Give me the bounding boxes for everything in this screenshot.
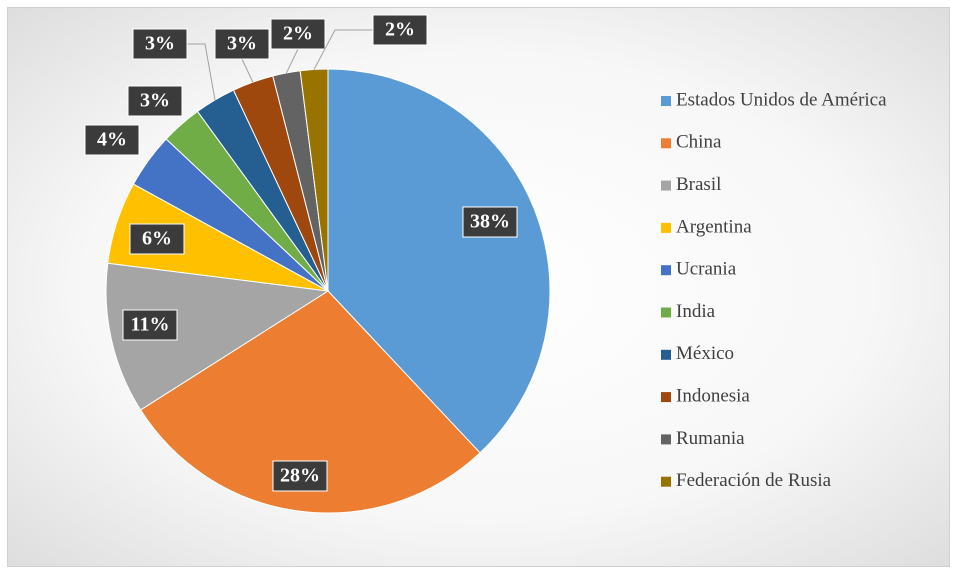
- label-box: [270, 18, 326, 50]
- data-label: 3%: [227, 33, 257, 55]
- legend-swatch: [661, 349, 671, 360]
- legend-swatch: [661, 180, 671, 191]
- legend-swatch: [661, 96, 671, 106]
- label-box: [272, 460, 328, 492]
- data-label: 38%: [470, 211, 510, 233]
- legend-swatch: [661, 434, 671, 445]
- legend-swatch: [661, 307, 671, 318]
- leader-line: [313, 29, 373, 70]
- data-label: 2%: [283, 23, 313, 45]
- label-box: [372, 14, 428, 46]
- pie: [105, 68, 551, 514]
- legend-label: Federación de Rusia: [676, 470, 832, 491]
- legend-label: Ucrania: [676, 259, 737, 280]
- legend-swatch: [661, 222, 671, 233]
- legend-label: Brasil: [676, 174, 721, 195]
- legend-swatch: [661, 265, 671, 276]
- pie-slice: [299, 68, 329, 292]
- data-label: 28%: [280, 465, 320, 487]
- legend-swatch: [661, 138, 671, 149]
- legend-label: Rumania: [676, 428, 745, 449]
- label-box: [132, 28, 188, 60]
- legend-label: México: [676, 343, 734, 364]
- legend-swatch: [661, 476, 671, 487]
- legend-label: China: [676, 132, 722, 153]
- data-label: 3%: [140, 90, 170, 112]
- label-box: [122, 309, 178, 341]
- legend-label: India: [676, 301, 716, 322]
- leader-line: [241, 58, 254, 83]
- leader-line: [185, 43, 216, 101]
- legend-swatch: [661, 392, 671, 403]
- label-box: [127, 85, 183, 117]
- data-label: 3%: [145, 33, 175, 55]
- data-label: 2%: [385, 19, 415, 41]
- label-box: [84, 124, 140, 156]
- label-box: [214, 28, 270, 60]
- legend-label: Indonesia: [676, 385, 750, 406]
- pie-slice: [327, 68, 551, 454]
- legend-label: Estados Unidos de América: [676, 89, 887, 110]
- pie-slice: [105, 262, 330, 411]
- label-box: [129, 223, 185, 255]
- legend: Estados Unidos de América China Brasil Arge…: [661, 89, 887, 491]
- data-label: 6%: [142, 228, 172, 250]
- data-labels: 38% 28% 11% 6% 4% 3% 3% 3% 2% 2%: [84, 14, 518, 492]
- data-label: 11%: [131, 314, 170, 336]
- label-box: [462, 206, 518, 238]
- pie-slice: [139, 290, 481, 514]
- data-label: 4%: [97, 129, 127, 151]
- leader-line: [285, 48, 299, 74]
- legend-label: Argentina: [676, 216, 752, 237]
